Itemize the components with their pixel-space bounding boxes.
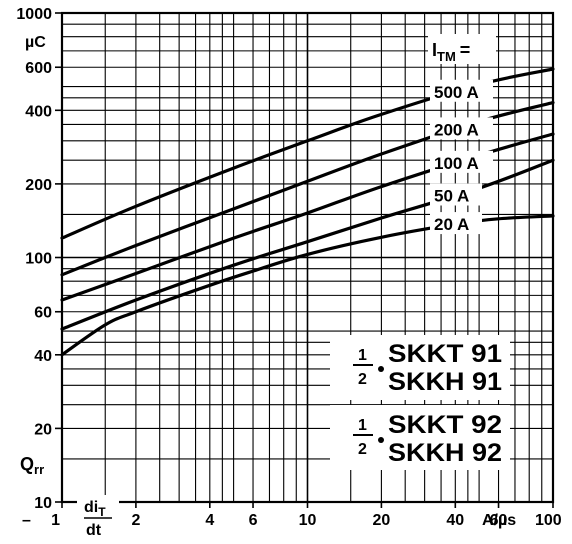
x-tick-label: 20	[373, 512, 391, 529]
annotation-dot	[378, 437, 384, 443]
y-tick-labels: 10 20 40 60 100 200 400 600 1000	[16, 6, 62, 512]
x-symbol-num-main: di	[84, 499, 98, 516]
series-label: 500 A	[434, 83, 479, 102]
x-tick-label: 6	[249, 512, 258, 529]
series-label: 200 A	[434, 120, 479, 139]
y-tick-label: 600	[25, 60, 52, 77]
legend-title: ITM =	[428, 34, 496, 64]
y-tick-label: 400	[25, 103, 52, 120]
x-symbol-background	[77, 495, 119, 539]
annotation-fraction-denominator: 2	[358, 441, 367, 458]
annotation-fraction-numerator: 1	[358, 417, 367, 434]
annotation-skkt-92: 1 2 SKKT 92 SKKH 92	[330, 405, 510, 470]
annotation-fraction-numerator: 1	[358, 347, 367, 364]
annotation-dot	[378, 366, 384, 372]
x-symbol-numerator: diT	[84, 499, 106, 519]
series-label: 20 A	[434, 215, 469, 234]
annotation-fraction-denominator: 2	[358, 371, 367, 388]
annotation-line-1: SKKT 91	[388, 340, 502, 368]
series-label-background	[430, 183, 482, 206]
legend-title-sub: TM	[437, 49, 456, 64]
series-label: 100 A	[434, 154, 479, 173]
x-tick-label: 10	[299, 512, 317, 529]
x-tick-label: 4	[205, 512, 214, 529]
annotation-line-2: SKKH 91	[388, 368, 502, 396]
series-label-background	[430, 117, 493, 140]
legend-title-text: ITM =	[432, 40, 470, 64]
y-symbol-sub: rr	[34, 462, 44, 477]
legend-title-main: I	[432, 40, 437, 60]
x-axis-symbol: – diT dt	[22, 495, 119, 539]
x-unit-label: A/µs	[482, 512, 516, 529]
y-axis-symbol: Qrr	[20, 454, 44, 477]
x-tick-label: 100	[535, 512, 562, 529]
y-tick-label: 100	[25, 251, 52, 268]
series-label-background	[430, 150, 493, 173]
y-tick-label: 40	[34, 348, 52, 365]
x-tick-label: 2	[131, 512, 140, 529]
x-tick-labels: 1 2 4 6 10 20 40 60 100	[51, 502, 562, 529]
y-unit-label: µC	[25, 34, 46, 51]
series-labels: 500 A 200 A 100 A 50 A 20 A	[430, 79, 493, 235]
annotation-line-2: SKKH 92	[388, 439, 502, 467]
x-tick-label: 1	[51, 512, 60, 529]
y-tick-label: 60	[34, 305, 52, 322]
series-label: 50 A	[434, 186, 469, 205]
x-tick-label: 40	[446, 512, 464, 529]
x-symbol-dash: –	[22, 512, 31, 529]
annotation-line-1: SKKT 92	[388, 411, 502, 439]
legend-title-suffix: =	[460, 40, 471, 60]
annotation-skkt-91: 1 2 SKKT 91 SKKH 91	[330, 335, 510, 400]
y-tick-label: 1000	[16, 6, 52, 23]
x-symbol-denominator: dt	[86, 522, 102, 539]
legend-title-background	[428, 34, 496, 64]
y-tick-label: 10	[34, 495, 52, 512]
annotation-background	[330, 405, 510, 470]
series-label-background	[430, 79, 493, 102]
y-tick-label: 20	[34, 421, 52, 438]
y-tick-label: 200	[25, 177, 52, 194]
y-symbol-main: Q	[20, 454, 34, 474]
x-tick-label: 60	[490, 512, 508, 529]
annotation-background	[330, 335, 510, 400]
series-label-background	[430, 212, 482, 235]
x-symbol-num-sub: T	[98, 505, 106, 519]
